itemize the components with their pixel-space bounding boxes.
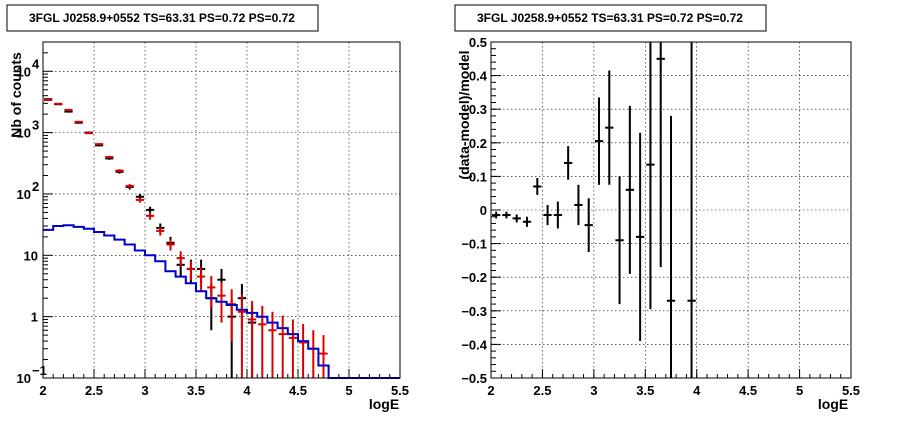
- counts-series-1-point: [166, 239, 175, 251]
- residuals-series-0-point: [636, 132, 645, 342]
- residuals-series-0-point: [533, 178, 542, 195]
- counts-y-tick-exponent: 4: [32, 56, 40, 71]
- residuals-series-0-point: [656, 42, 665, 268]
- counts-series-1-point: [227, 289, 236, 342]
- residuals-series-0-point: [543, 204, 552, 226]
- residuals-x-tick-label: 5: [796, 383, 803, 398]
- counts-x-tick-label: 5.5: [391, 383, 409, 398]
- residuals-y-tick-label: 0.3: [469, 102, 487, 117]
- residuals-series-0-point: [594, 97, 604, 185]
- counts-y-tick-exponent: 3: [32, 118, 39, 133]
- counts-plot-frame: [42, 41, 401, 379]
- residuals-series-0-point: [687, 42, 696, 378]
- counts-series-1-point: [309, 330, 318, 378]
- counts-series-1-point: [95, 143, 104, 146]
- counts-series-1-point: [44, 99, 53, 102]
- counts-series-1-point: [176, 251, 185, 268]
- residuals-series-0-point: [522, 216, 532, 227]
- residuals-x-axis-label: logE: [818, 396, 848, 412]
- residuals-series-0-point: [502, 211, 511, 219]
- counts-series-1-point: [288, 319, 297, 378]
- counts-x-axis-label: logE: [369, 396, 399, 412]
- residuals-y-axis-label: (data-model)/model: [456, 50, 472, 179]
- counts-title: 3FGL J0258.9+0552 TS=63.31 PS=0.72 PS=0.…: [29, 11, 295, 25]
- counts-y-tick-label: 10: [17, 64, 31, 79]
- counts-y-tick-exponent: −1: [32, 363, 47, 378]
- counts-y-tick-label: 1: [31, 310, 38, 325]
- counts-y-tick-label: 10: [17, 126, 31, 141]
- counts-series-1-point: [105, 155, 114, 159]
- residuals-y-tick-label: 0.4: [469, 69, 488, 84]
- residuals-x-tick-label: 4.5: [739, 383, 757, 398]
- counts-series-0-point: [64, 110, 73, 113]
- residuals-series-0-point: [574, 184, 583, 226]
- counts-series-1-point: [125, 184, 134, 189]
- counts-series-1-point: [278, 315, 287, 378]
- residuals-series-0-point: [615, 176, 624, 305]
- residuals-series-0-point: [564, 146, 573, 180]
- counts-series-1-point: [319, 335, 328, 378]
- counts-x-tick-label: 2: [39, 383, 46, 398]
- counts-series-1-point: [207, 275, 216, 308]
- residuals-y-tick-label: 0.1: [469, 169, 487, 184]
- residuals-series-0-point: [584, 198, 593, 252]
- residuals-y-tick-label: 0.2: [469, 136, 487, 151]
- counts-panel: 3FGL J0258.9+0552 TS=63.31 PS=0.72 PS=0.…: [6, 4, 409, 412]
- residuals-series-0-point: [666, 115, 676, 378]
- residuals-y-tick-label: −0.4: [461, 337, 487, 352]
- counts-series-1-point: [84, 132, 93, 135]
- residuals-title: 3FGL J0258.9+0552 TS=63.31 PS=0.72 PS=0.…: [477, 11, 743, 25]
- residuals-series-0-point: [646, 42, 655, 310]
- residuals-y-tick-label: −0.2: [461, 270, 487, 285]
- residuals-title-box: [454, 4, 767, 32]
- counts-series-1-point: [186, 260, 195, 281]
- residuals-plot-frame: [490, 41, 852, 379]
- residuals-y-tick-label: −0.1: [461, 237, 487, 252]
- counts-series-1-point: [237, 294, 246, 378]
- residuals-y-tick-label: 0.5: [469, 35, 487, 50]
- counts-series-1-point: [54, 102, 63, 105]
- residuals-x-tick-label: 3.5: [636, 383, 654, 398]
- counts-y-axis-label: Nb of counts: [8, 52, 24, 138]
- counts-y-tick-label: 10: [24, 248, 38, 263]
- counts-series-1-point: [156, 226, 165, 236]
- residuals-x-tick-label: 5.5: [842, 383, 860, 398]
- counts-series-1-point: [74, 120, 83, 123]
- counts-series-1-point: [115, 169, 124, 173]
- counts-series-1-point: [146, 212, 155, 220]
- counts-x-tick-label: 5: [345, 383, 352, 398]
- residuals-x-tick-label: 4: [693, 383, 701, 398]
- residuals-series-0-point: [625, 105, 634, 274]
- counts-series-1-point: [299, 323, 308, 378]
- residuals-x-tick-label: 2: [487, 383, 494, 398]
- residuals-series-0-point: [605, 70, 614, 185]
- counts-series-1-point: [197, 267, 206, 292]
- residuals-panel: 3FGL J0258.9+0552 TS=63.31 PS=0.72 PS=0.…: [454, 4, 860, 412]
- residuals-x-tick-label: 3: [590, 383, 597, 398]
- counts-x-tick-label: 3: [141, 383, 148, 398]
- counts-y-tick-label: 10: [17, 187, 31, 202]
- residuals-x-tick-label: 2.5: [533, 383, 551, 398]
- residuals-y-tick-label: 0: [480, 203, 487, 218]
- counts-series-1-point: [64, 108, 73, 111]
- counts-series-1-point: [135, 197, 144, 203]
- counts-x-tick-label: 3.5: [187, 383, 205, 398]
- residuals-y-tick-label: −0.5: [461, 371, 487, 386]
- residuals-y-tick-label: −0.3: [461, 304, 487, 319]
- residuals-series-0-point: [492, 211, 501, 219]
- counts-series-1-point: [258, 305, 267, 378]
- counts-x-tick-label: 4.5: [289, 383, 307, 398]
- counts-y-tick-label: 10: [17, 371, 31, 386]
- residuals-series-0-point: [512, 214, 521, 223]
- counts-x-tick-label: 4: [243, 383, 251, 398]
- counts-x-tick-label: 2.5: [85, 383, 103, 398]
- counts-series-0-point: [146, 206, 155, 214]
- counts-model-step-line: [43, 224, 400, 379]
- counts-y-tick-exponent: 2: [32, 179, 39, 194]
- counts-title-box: [6, 4, 319, 32]
- residuals-series-0-point: [553, 201, 562, 229]
